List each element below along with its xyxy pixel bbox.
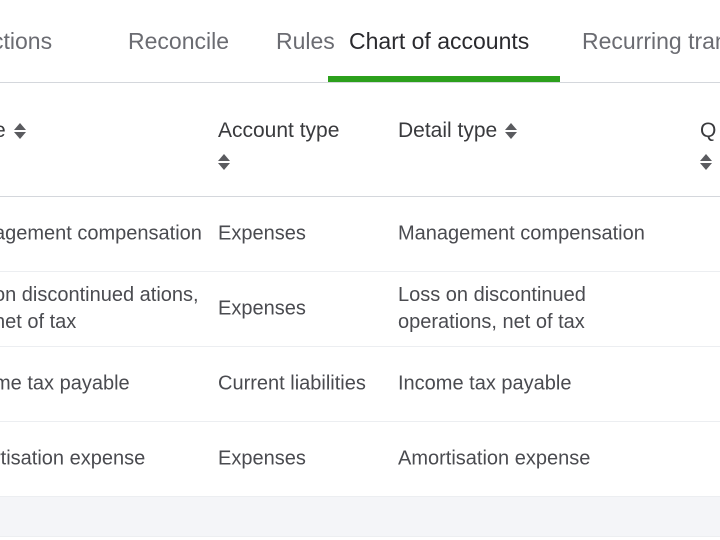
column-header-label: Account type [218, 119, 339, 143]
column-header-account-type[interactable]: Account type [218, 119, 339, 170]
table-row[interactable]: me tax payable Current liabilities Incom… [0, 347, 720, 422]
tab-chart-of-accounts[interactable]: Chart of accounts [349, 28, 529, 78]
cell-name: on discontinued ations, net of tax [0, 282, 202, 336]
table-row[interactable]: on discontinued ations, net of tax Expen… [0, 272, 720, 347]
cell-detail-type: Loss on discontinued operations, net of … [398, 282, 682, 336]
column-header-name[interactable]: e [0, 119, 26, 143]
table-header-row: e Account type Detail type Q [0, 83, 720, 197]
cell-account-type: Expenses [218, 221, 376, 248]
accounts-table: e Account type Detail type Q [0, 82, 720, 537]
cell-detail-type: Management compensation [398, 221, 682, 248]
cell-name: agement compensation [0, 221, 202, 248]
cell-account-type: Current liabilities [218, 371, 376, 398]
table-row[interactable] [0, 497, 720, 537]
cell-detail-type: Amortisation expense [398, 446, 682, 473]
table-row[interactable]: rtisation expense Expenses Amortisation … [0, 422, 720, 497]
column-header-label: Detail type [398, 119, 497, 143]
tab-transactions[interactable]: ctions [0, 28, 52, 78]
column-header-q[interactable]: Q [700, 119, 716, 170]
sort-icon [218, 154, 230, 170]
sort-icon [505, 123, 517, 139]
column-header-label: e [0, 119, 6, 143]
cell-account-type: Expenses [218, 296, 376, 323]
tab-reconcile[interactable]: Reconcile [128, 28, 229, 78]
tab-rules[interactable]: Rules [276, 28, 335, 78]
sort-icon [14, 123, 26, 139]
column-header-label: Q [700, 119, 716, 143]
table-row[interactable]: agement compensation Expenses Management… [0, 197, 720, 272]
cell-detail-type: Income tax payable [398, 371, 682, 398]
cell-name: me tax payable [0, 371, 202, 398]
column-header-detail-type[interactable]: Detail type [398, 119, 517, 143]
tab-recurring-transactions[interactable]: Recurring tran [582, 28, 720, 78]
cell-name: rtisation expense [0, 446, 202, 473]
tabs-bar: ctions Reconcile Rules Chart of accounts… [0, 0, 720, 82]
sort-icon [700, 154, 712, 170]
cell-account-type: Expenses [218, 446, 376, 473]
